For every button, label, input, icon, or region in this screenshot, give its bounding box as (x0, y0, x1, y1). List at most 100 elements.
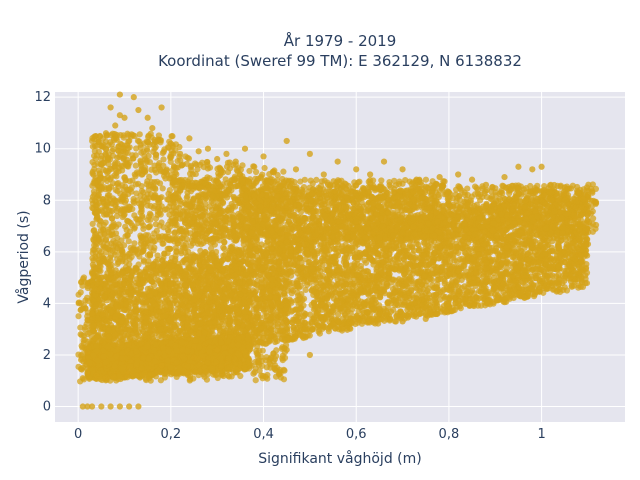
data-point (287, 252, 295, 259)
data-point (416, 310, 423, 317)
data-point (385, 275, 392, 282)
data-point (520, 279, 527, 286)
data-point (365, 245, 372, 252)
data-point (390, 256, 397, 263)
data-point (319, 321, 326, 328)
data-point (301, 312, 308, 319)
data-point (370, 306, 377, 313)
data-point (537, 242, 544, 249)
data-point (565, 242, 572, 249)
data-point (381, 317, 388, 324)
data-point (82, 324, 89, 331)
data-point (343, 325, 350, 332)
data-point (575, 284, 582, 291)
data-point (449, 263, 456, 270)
data-point (293, 283, 301, 290)
data-point (288, 269, 295, 276)
data-point (406, 289, 413, 296)
data-point (575, 268, 582, 276)
data-point (511, 291, 518, 299)
data-point (432, 298, 439, 305)
data-point (436, 255, 443, 262)
data-point (392, 318, 400, 325)
data-point (493, 247, 500, 254)
data-point (483, 276, 490, 283)
data-point (374, 253, 382, 260)
data-point (303, 281, 311, 288)
data-point (483, 259, 490, 267)
data-point (507, 278, 514, 285)
data-point (544, 238, 551, 245)
data-point (341, 254, 349, 261)
data-point (357, 286, 364, 293)
data-point (391, 296, 398, 304)
data-point (401, 271, 408, 278)
data-point (338, 325, 345, 332)
data-point (355, 300, 363, 308)
data-point (337, 283, 344, 290)
scatter-points (75, 91, 600, 410)
data-point (429, 303, 436, 310)
data-point (378, 263, 385, 270)
data-point (415, 241, 422, 248)
data-point (453, 258, 461, 265)
data-point (406, 261, 413, 268)
data-point (310, 291, 317, 298)
data-point (291, 330, 299, 337)
data-point (493, 261, 500, 268)
data-point (447, 292, 454, 299)
data-point (422, 261, 429, 269)
chart-title: År 1979 - 2019 (284, 31, 397, 50)
data-point (306, 332, 313, 339)
data-point (425, 291, 432, 298)
data-point (319, 261, 326, 268)
data-point (405, 299, 412, 306)
data-point (294, 270, 301, 277)
data-point (395, 280, 402, 288)
data-point (510, 260, 517, 267)
data-point (421, 273, 428, 280)
data-point (397, 308, 404, 315)
data-point (485, 270, 492, 277)
data-point (293, 252, 300, 260)
data-point (493, 294, 500, 301)
data-point (449, 251, 457, 258)
data-point (433, 310, 441, 318)
data-point (504, 287, 511, 294)
data-point (297, 275, 304, 283)
data-point (516, 239, 523, 246)
data-point (80, 332, 87, 339)
data-point (582, 275, 589, 282)
data-point (454, 277, 461, 284)
data-point (348, 319, 356, 327)
data-point (313, 310, 321, 317)
data-point (297, 306, 304, 313)
data-point (412, 261, 419, 269)
data-point (359, 318, 366, 325)
data-point (343, 271, 350, 279)
data-point (561, 284, 568, 291)
data-point (582, 264, 590, 271)
data-point (533, 275, 540, 282)
data-point (308, 319, 315, 326)
data-point (449, 242, 456, 250)
data-point (488, 290, 495, 297)
data-point (396, 292, 403, 299)
data-point (79, 275, 87, 283)
data-point (302, 286, 309, 293)
data-point (470, 280, 477, 287)
data-point (428, 276, 436, 284)
data-point (553, 288, 560, 295)
data-point (386, 242, 393, 249)
data-point (389, 306, 397, 314)
data-point (472, 269, 479, 276)
data-point (318, 275, 325, 282)
data-point (556, 244, 563, 251)
data-point (442, 308, 450, 315)
data-point (498, 260, 506, 267)
data-point (414, 268, 421, 276)
data-point (293, 246, 300, 253)
data-point (400, 261, 408, 268)
data-point (511, 286, 518, 293)
